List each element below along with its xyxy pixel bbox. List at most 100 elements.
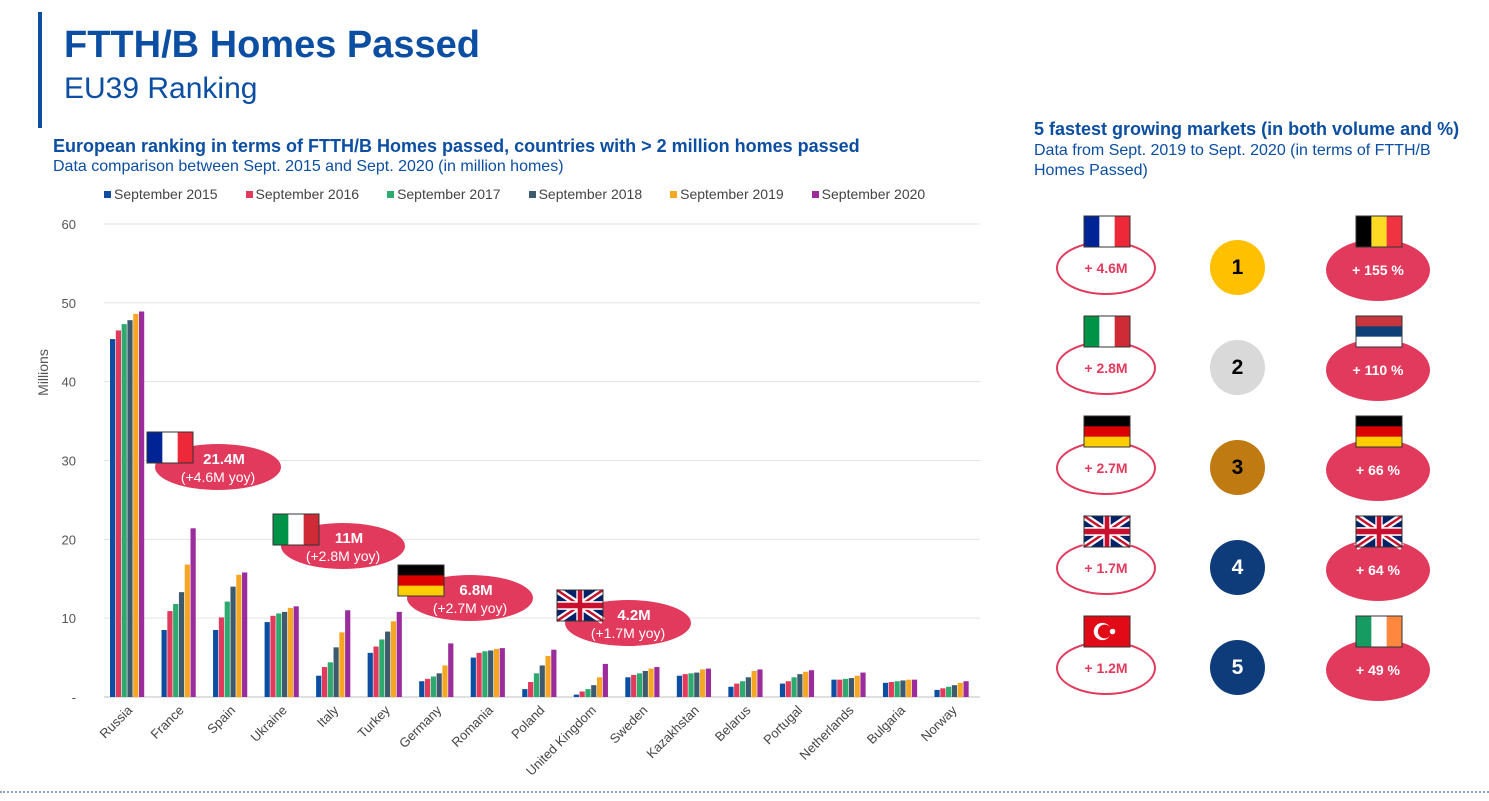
percent-growth-pill: + 66 % — [1326, 439, 1430, 501]
bar — [797, 674, 803, 697]
bar — [316, 675, 322, 697]
bar — [757, 669, 763, 697]
callout-change: (+1.7M yoy) — [591, 625, 665, 641]
bar — [242, 572, 248, 697]
chart-subheading: Data comparison between Sept. 2015 and S… — [53, 158, 564, 175]
bar — [551, 649, 557, 697]
rank-flags — [1083, 615, 1403, 648]
bar — [654, 667, 660, 697]
bar — [602, 663, 608, 697]
y-tick-label: 10 — [62, 611, 76, 626]
bar — [848, 678, 855, 697]
bar — [934, 689, 940, 697]
bar — [940, 688, 946, 697]
bar — [476, 652, 482, 697]
callout-change: (+2.7M yoy) — [433, 600, 507, 616]
bar — [705, 668, 712, 697]
legend-swatch — [811, 190, 819, 198]
bar — [803, 671, 809, 697]
bar — [860, 672, 866, 697]
flag-icon — [555, 587, 605, 624]
bar — [951, 685, 958, 697]
bar — [745, 677, 751, 697]
legend-label: September 2016 — [255, 186, 360, 202]
bar — [906, 679, 912, 697]
bar — [276, 613, 282, 697]
bar — [734, 683, 740, 697]
callout: 4.2M(+1.7M yoy) — [555, 587, 691, 646]
bar — [333, 647, 339, 697]
bar — [287, 607, 293, 697]
callout-change: (+4.6M yoy) — [181, 469, 255, 485]
flag-icon — [397, 564, 445, 597]
flag-icon — [1082, 513, 1132, 550]
bar — [373, 646, 379, 697]
rank-row: + 2.7M + 66 % 3 — [0, 412, 1489, 512]
bar — [739, 681, 746, 697]
bar — [911, 679, 918, 697]
callout: 6.8M(+2.7M yoy) — [397, 564, 533, 621]
bar — [448, 643, 454, 697]
bar — [642, 670, 648, 697]
bar — [367, 652, 373, 697]
bar — [236, 574, 242, 697]
bar — [339, 632, 345, 697]
chart-legend: September 2015 September 2016 September 20… — [104, 186, 953, 202]
rank-flags — [1083, 415, 1403, 448]
bar — [579, 691, 585, 697]
bar — [224, 601, 230, 697]
y-tick-label: 60 — [62, 217, 76, 232]
bar — [499, 648, 505, 697]
bar — [648, 668, 654, 697]
y-axis-label: Millions — [35, 349, 51, 396]
legend-entry: September 2016 — [245, 186, 360, 202]
side-panel-heading: 5 fastest growing markets (in both volum… — [1034, 119, 1460, 139]
flag-icon — [1083, 615, 1131, 648]
bar — [281, 611, 288, 697]
callout: 21.4M(+4.6M yoy) — [146, 431, 281, 490]
bar — [442, 665, 448, 697]
legend-swatch — [387, 190, 395, 198]
callout: 11M(+2.8M yoy) — [272, 513, 405, 569]
bar — [390, 621, 397, 697]
callout-value: 11M — [335, 530, 363, 547]
callouts: 21.4M(+4.6M yoy)11M(+2.8M yoy)6.8M(+2.7M… — [146, 431, 691, 646]
bar — [493, 648, 500, 697]
bar — [591, 685, 597, 697]
rank-row: + 4.6M + 155 % 1 — [0, 212, 1489, 312]
rank-badge: 3 — [1210, 440, 1265, 495]
bar — [900, 680, 906, 697]
bar — [831, 679, 837, 697]
bar — [110, 339, 116, 697]
rank-row: + 1.2M + 49 % 5 — [0, 612, 1489, 712]
bar — [573, 694, 579, 697]
bar — [293, 606, 299, 697]
rank-badge: 5 — [1210, 640, 1265, 695]
legend-label: September 2020 — [821, 186, 926, 202]
bar — [539, 665, 545, 697]
bar — [184, 564, 190, 697]
bar — [127, 320, 133, 697]
bar — [700, 669, 706, 697]
legend-entry: September 2015 — [104, 186, 218, 202]
page-title: FTTH/B Homes Passed — [64, 24, 480, 66]
bar — [688, 673, 694, 697]
bar — [522, 689, 528, 697]
percent-growth-pill: + 64 % — [1326, 539, 1430, 601]
callout-value: 6.8M — [459, 582, 492, 599]
bar — [808, 670, 815, 697]
side-panel-subheading: Data from Sept. 2019 to Sept. 2020 (in t… — [1034, 142, 1431, 179]
flag-icon — [1083, 415, 1131, 448]
volume-growth-pill: + 2.8M — [1056, 341, 1156, 395]
legend-label: September 2019 — [680, 186, 784, 202]
bar — [837, 679, 843, 697]
percent-growth-pill: + 49 % — [1326, 639, 1430, 701]
bar — [167, 611, 173, 697]
bar — [625, 677, 631, 697]
bar — [596, 677, 603, 697]
rank-badge: 4 — [1210, 540, 1265, 595]
bar — [218, 617, 225, 697]
bar — [430, 676, 436, 697]
bar — [470, 657, 476, 697]
